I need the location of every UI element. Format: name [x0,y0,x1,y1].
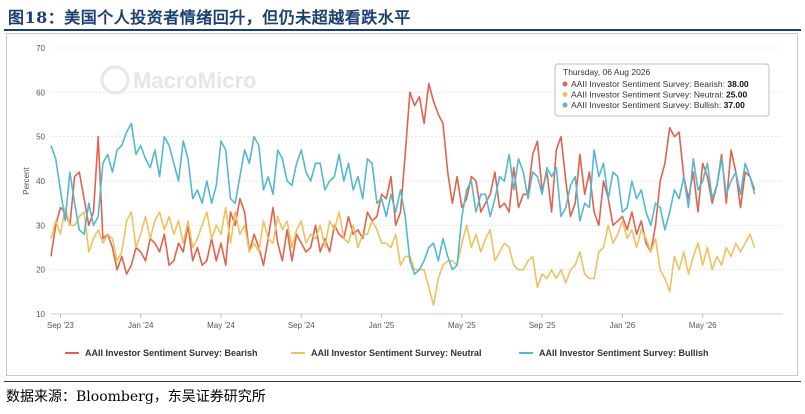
series-lines [50,82,756,306]
tooltip-value-neutral: 25.00 [726,90,748,100]
y-tick-label: 10 [36,310,45,319]
x-tick-label: Sep '24 [288,321,315,330]
bottom-rule [4,381,801,382]
x-tick-label: Jan '24 [128,321,154,330]
series-line-bearish [50,82,756,275]
legend-label-bearish: AAII Investor Sentiment Survey: Bearish [85,348,258,358]
axes: 10 20 30 40 50 60 70 Percent Sep '23 Jan '24 May '… [22,44,783,330]
x-tick-label: May '26 [689,321,717,330]
tooltip-marker-bearish [562,81,568,87]
figure-title: 图18：美国个人投资者情绪回升，但仍未超越看跌水平 [8,8,411,27]
legend-label-bullish: AAII Investor Sentiment Survey: Bullish [539,348,709,358]
chart-frame: MacroMicro 10 20 30 40 50 60 70 Percent Sep '23 J… [6,33,798,376]
x-tick-label: Jan '26 [610,321,636,330]
tooltip-row-bullish: AAII Investor Sentiment Survey: Bullish:… [571,100,745,110]
watermark: MacroMicro [100,65,256,95]
line-chart: MacroMicro 10 20 30 40 50 60 70 Percent Sep '23 J… [22,44,783,358]
x-tick-label: Sep '25 [529,321,556,330]
title-rule [4,29,801,31]
y-tick-label: 30 [36,221,45,230]
tooltip-value-bullish: 37.00 [724,100,746,110]
y-tick-label: 20 [36,266,45,275]
series-line-bullish [50,122,756,275]
y-tick-label: 50 [36,133,45,142]
x-tick-label: Jan '25 [369,321,395,330]
y-tick-label: 70 [36,44,45,53]
x-tick-label: May '25 [448,321,476,330]
x-tick-label: Sep '23 [47,321,74,330]
hover-tooltip: Thursday, 06 Aug 2026 AAII Investor Senti… [554,63,770,117]
tooltip-box [554,63,770,117]
tooltip-row-bearish: AAII Investor Sentiment Survey: Bearish:… [571,79,749,89]
tooltip-marker-neutral [562,92,568,97]
tooltip-row-neutral: AAII Investor Sentiment Survey: Neutral:… [571,90,748,100]
tooltip-value-bearish: 38.00 [727,79,749,89]
chart-legend: AAII Investor Sentiment Survey: Bearish A… [65,348,709,358]
y-tick-label: 60 [36,88,45,97]
tooltip-marker-bullish [562,102,568,108]
x-tick-label: May '24 [207,321,235,330]
series-line-neutral [50,206,756,306]
watermark-logo-icon [100,65,130,95]
source-note: 数据来源：Bloomberg，东吴证券研究所 [6,389,266,405]
grid [51,47,783,315]
y-axis-label: Percent [22,166,31,194]
tooltip-date: Thursday, 06 Aug 2026 [563,67,651,77]
y-tick-label: 40 [36,177,45,186]
legend-label-neutral: AAII Investor Sentiment Survey: Neutral [311,348,482,358]
watermark-text: MacroMicro [133,68,256,93]
